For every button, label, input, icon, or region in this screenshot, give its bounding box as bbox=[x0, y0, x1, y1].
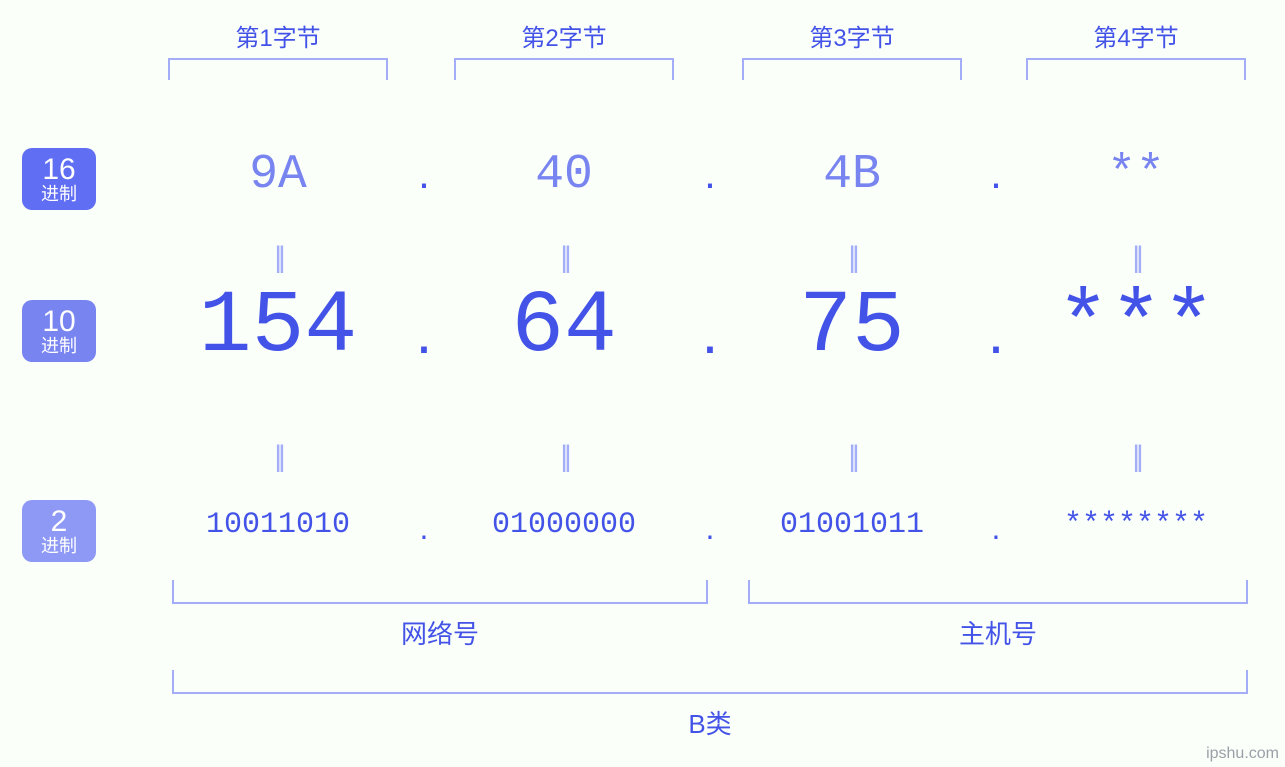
byte-header-2: 第2字节 bbox=[521, 18, 606, 53]
network-label: 网络号 bbox=[401, 614, 479, 651]
dec-byte-4: *** bbox=[1057, 278, 1215, 377]
dec-dot-2: . bbox=[702, 298, 719, 367]
base-badge-2: 2 进制 bbox=[22, 500, 96, 562]
eq-top-2: || bbox=[560, 241, 568, 275]
base-badge-16-lbl: 进制 bbox=[41, 185, 77, 204]
hex-byte-4: ** bbox=[1107, 148, 1165, 202]
bin-byte-2: 01000000 bbox=[492, 508, 636, 542]
watermark: ipshu.com bbox=[1206, 745, 1279, 763]
hex-byte-2: 40 bbox=[535, 148, 593, 202]
byte-header-4: 第4字节 bbox=[1093, 18, 1178, 53]
class-label: B类 bbox=[688, 704, 731, 741]
bin-dot-3: . bbox=[992, 510, 1001, 547]
eq-bot-1: || bbox=[274, 440, 282, 474]
bin-dot-1: . bbox=[420, 510, 429, 547]
base-badge-2-lbl: 进制 bbox=[41, 537, 77, 556]
dec-byte-3: 75 bbox=[799, 278, 905, 377]
byte-bracket-1 bbox=[168, 58, 388, 80]
byte-bracket-3 bbox=[742, 58, 962, 80]
host-label: 主机号 bbox=[959, 614, 1037, 651]
bin-byte-1: 10011010 bbox=[206, 508, 350, 542]
eq-bot-2: || bbox=[560, 440, 568, 474]
dec-byte-2: 64 bbox=[511, 278, 617, 377]
dec-dot-1: . bbox=[416, 298, 433, 367]
base-badge-10-num: 10 bbox=[42, 306, 75, 338]
eq-bot-4: || bbox=[1132, 440, 1140, 474]
base-badge-10-lbl: 进制 bbox=[41, 337, 77, 356]
network-bracket bbox=[172, 580, 708, 604]
eq-top-3: || bbox=[848, 241, 856, 275]
hex-byte-3: 4B bbox=[823, 148, 881, 202]
eq-top-1: || bbox=[274, 241, 282, 275]
hex-dot-3: . bbox=[990, 150, 1002, 198]
base-badge-2-num: 2 bbox=[51, 506, 68, 538]
bin-byte-4: ******** bbox=[1064, 508, 1208, 542]
eq-bot-3: || bbox=[848, 440, 856, 474]
class-bracket bbox=[172, 670, 1248, 694]
hex-dot-1: . bbox=[418, 150, 430, 198]
byte-bracket-2 bbox=[454, 58, 674, 80]
base-badge-16: 16 进制 bbox=[22, 148, 96, 210]
host-bracket bbox=[748, 580, 1248, 604]
byte-bracket-4 bbox=[1026, 58, 1246, 80]
base-badge-10: 10 进制 bbox=[22, 300, 96, 362]
bin-dot-2: . bbox=[706, 510, 715, 547]
hex-dot-2: . bbox=[704, 150, 716, 198]
byte-header-1: 第1字节 bbox=[235, 18, 320, 53]
bin-byte-3: 01001011 bbox=[780, 508, 924, 542]
eq-top-4: || bbox=[1132, 241, 1140, 275]
hex-byte-1: 9A bbox=[249, 148, 307, 202]
dec-dot-3: . bbox=[988, 298, 1005, 367]
dec-byte-1: 154 bbox=[199, 278, 357, 377]
base-badge-16-num: 16 bbox=[42, 154, 75, 186]
byte-header-3: 第3字节 bbox=[809, 18, 894, 53]
